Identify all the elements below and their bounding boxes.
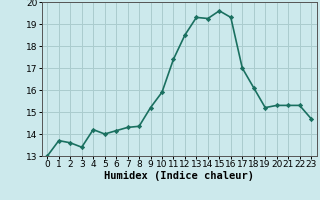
X-axis label: Humidex (Indice chaleur): Humidex (Indice chaleur) (104, 171, 254, 181)
